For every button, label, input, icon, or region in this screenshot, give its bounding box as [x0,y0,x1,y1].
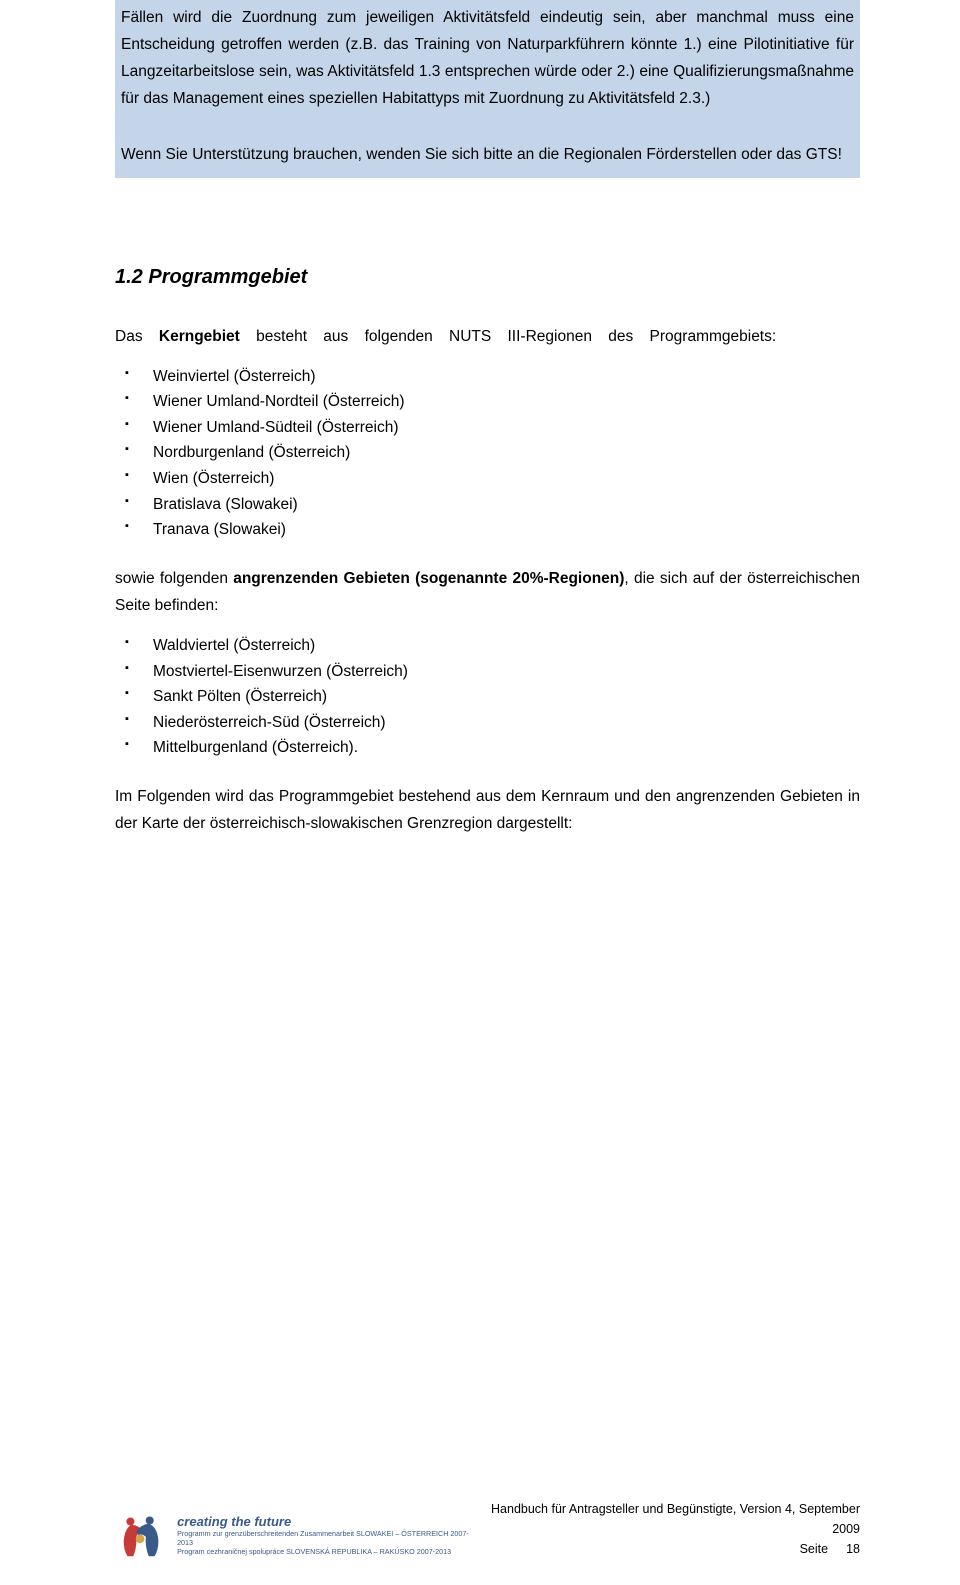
intro-post: besteht aus folgenden NUTS III-Regionen … [240,328,776,345]
intro-pre: Das [115,328,159,345]
footer-logo: creating the future Programm zur grenzüb… [115,1511,474,1559]
seite-label: Seite [800,1542,829,1556]
intro-bold: Kerngebiet [159,328,240,345]
page-number: 18 [846,1539,860,1559]
logo-caption: creating the future Programm zur grenzüb… [177,1514,474,1557]
list-item: Sankt Pölten (Österreich) [153,684,860,710]
list-item: Weinviertel (Österreich) [153,364,860,390]
core-region-list: Weinviertel (Österreich) Wiener Umland-N… [115,364,860,543]
list-item: Mittelburgenland (Österreich). [153,735,860,761]
adjacent-intro-paragraph: sowie folgenden angrenzenden Gebieten (s… [115,565,860,619]
section-heading: 1.2 Programmgebiet [115,266,860,289]
footer-text: Handbuch für Antragsteller und Begünstig… [474,1499,860,1559]
list-item: Nordburgenland (Österreich) [153,440,860,466]
highlight-paragraph-1: Fällen wird die Zuordnung zum jeweiligen… [121,4,854,113]
list-item: Wiener Umland-Südteil (Österreich) [153,415,860,441]
adjacent-pre: sowie folgenden [115,570,233,587]
logo-line-2: Program cezhraničnej spolupráce SLOVENSK… [177,1547,451,1556]
page-footer: creating the future Programm zur grenzüb… [115,1499,860,1559]
highlight-box: Fällen wird die Zuordnung zum jeweiligen… [115,0,860,178]
list-item: Waldviertel (Österreich) [153,633,860,659]
list-item: Niederösterreich-Süd (Österreich) [153,710,860,736]
adjacent-region-list: Waldviertel (Österreich) Mostviertel-Eis… [115,633,860,761]
highlight-paragraph-2: Wenn Sie Unterstützung brauchen, wenden … [121,141,854,168]
list-item: Bratislava (Slowakei) [153,492,860,518]
logo-title: creating the future [177,1514,474,1530]
footer-doc-title: Handbuch für Antragsteller und Begünstig… [491,1502,860,1536]
list-item: Wien (Österreich) [153,466,860,492]
adjacent-bold: angrenzenden Gebieten (sogenannte 20%-Re… [233,570,624,587]
closing-paragraph: Im Folgenden wird das Programmgebiet bes… [115,783,860,837]
spacer [121,113,854,141]
core-intro-paragraph: Das Kerngebiet besteht aus folgenden NUT… [115,323,860,350]
logo-figures-icon [115,1511,167,1559]
list-item: Tranava (Slowakei) [153,517,860,543]
list-item: Mostviertel-Eisenwurzen (Österreich) [153,659,860,685]
document-page: Fällen wird die Zuordnung zum jeweiligen… [0,0,960,1585]
footer-page-line: Seite 18 [474,1539,860,1559]
list-item: Wiener Umland-Nordteil (Österreich) [153,389,860,415]
logo-line-1: Programm zur grenzüberschreitenden Zusam… [177,1529,469,1547]
